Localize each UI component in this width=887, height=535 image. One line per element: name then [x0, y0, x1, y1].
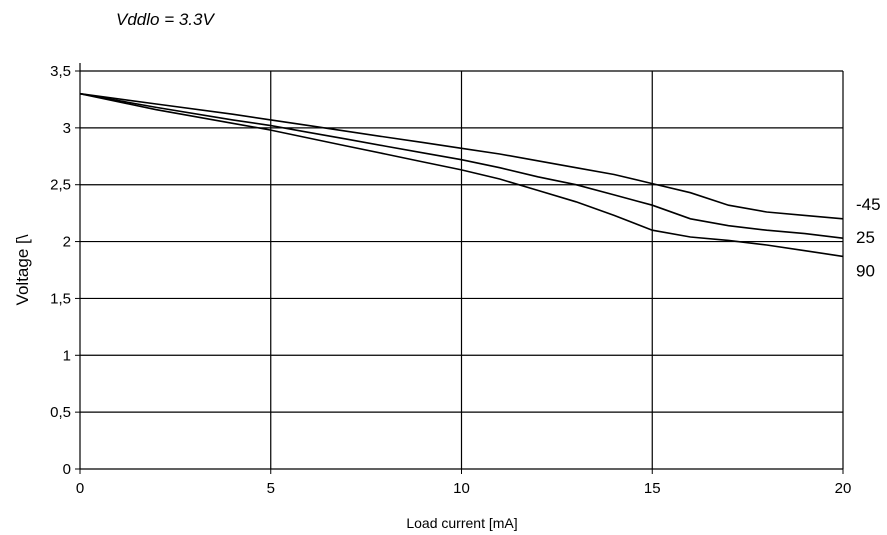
y-tick-label: 1,5 [50, 290, 71, 307]
x-tick-label: 10 [453, 480, 470, 497]
x-tick-label: 20 [835, 480, 852, 497]
series-line-90 [79, 92, 844, 258]
tick-labels: 0 0,5 1 1,5 2 2,5 3 3,5 0 5 10 15 20 [50, 63, 851, 497]
line-labels: -45 25 90 [856, 195, 881, 281]
y-tick-label: 3,5 [50, 63, 71, 80]
x-axis-label: Load current [mA] [406, 515, 517, 531]
grid-lines [80, 70, 844, 469]
series-line--45 [79, 92, 844, 220]
series-label-90: 90 [856, 261, 875, 280]
x-tick-label: 5 [267, 480, 275, 497]
y-axis-label: Voltage [\ [13, 234, 32, 305]
y-tick-label: 2,5 [50, 177, 71, 194]
y-tick-label: 0,5 [50, 404, 71, 421]
series-label-25: 25 [856, 228, 875, 247]
series-lines [79, 92, 844, 258]
x-tick-label: 15 [644, 480, 661, 497]
axes [75, 63, 844, 474]
y-tick-label: 0 [63, 461, 71, 478]
y-tick-label: 3 [63, 120, 71, 137]
x-tick-label: 0 [76, 480, 84, 497]
chart-title: Vddlo = 3.3V [116, 10, 214, 29]
series-label--45: -45 [856, 195, 881, 214]
series-line-25 [79, 92, 844, 239]
y-tick-label: 1 [63, 347, 71, 364]
y-tick-label: 2 [63, 234, 71, 251]
